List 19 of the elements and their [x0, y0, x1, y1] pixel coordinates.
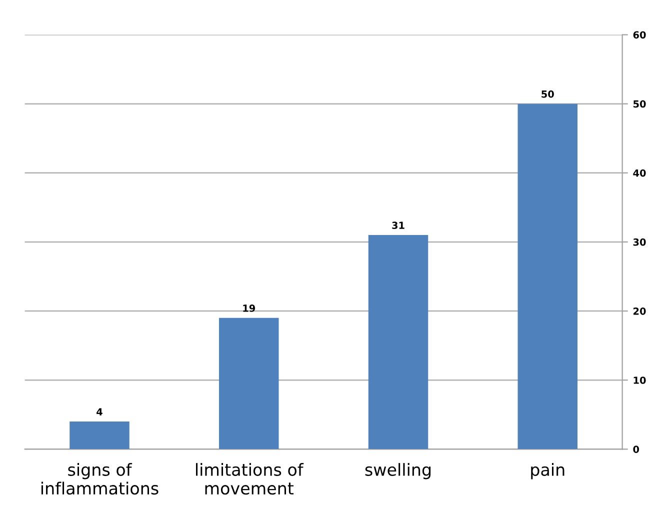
x-tick-label: signs of inflammations: [41, 463, 158, 495]
y-tick-label: 60: [633, 31, 646, 39]
x-tick-label: swelling: [365, 463, 431, 480]
bar: [368, 235, 428, 450]
y-tick-label: 10: [634, 376, 646, 384]
data-label: 4: [96, 408, 102, 416]
y-tick-label: 50: [633, 100, 646, 108]
bar: [518, 104, 578, 450]
x-tick-label: limitations of movement: [196, 463, 304, 495]
data-label: 50: [542, 90, 554, 98]
bar: [219, 318, 279, 450]
y-tick-label: 30: [633, 238, 646, 246]
x-tick-label: pain: [531, 463, 564, 480]
y-tick-label: 20: [633, 308, 646, 315]
y-tick-label: 0: [633, 446, 640, 453]
data-label: 31: [392, 222, 404, 229]
data-label: 19: [243, 304, 256, 312]
y-tick-label: 40: [633, 169, 646, 177]
bar: [70, 422, 130, 450]
